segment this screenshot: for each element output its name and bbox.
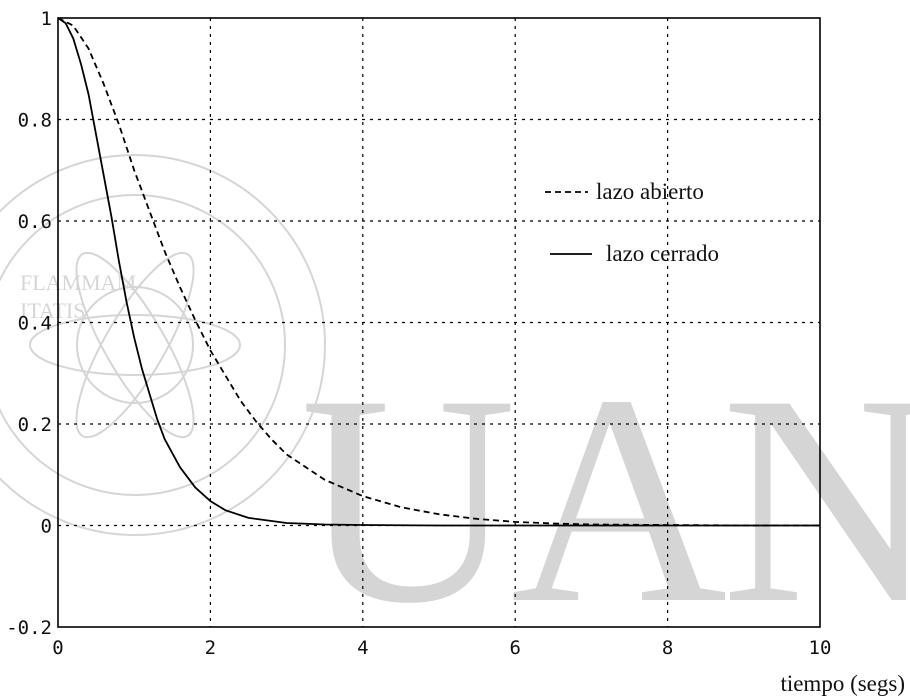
x-tick-label-8: 8 [662,637,673,659]
series-line-lazo-abierto [57,17,820,527]
x-tick-label-0: 0 [52,637,63,659]
x-axis-label: tiempo (segs) [780,671,905,696]
x-tick-label-4: 4 [357,637,368,659]
seal-text-line-2: ITATIS [20,298,85,323]
watermark: FLAMMAM ITATIS UANL [0,154,910,665]
y-tick-label-1: 1 [41,8,52,30]
x-tick-label-6: 6 [509,637,520,659]
y-tick-label-0.4: 0.4 [18,313,52,335]
uanl-watermark-text: UANL [300,333,910,665]
y-tick-label-0.8: 0.8 [18,110,52,132]
y-tick-label-0: 0 [41,516,52,538]
y-tick-label-0.2: 0.2 [18,414,52,436]
series-layer [57,17,820,527]
legend-label-lazo-cerrado: lazo cerrado [606,241,719,266]
x-tick-label-10: 10 [809,637,832,659]
legend-label-lazo-abierto: lazo abierto [596,179,704,204]
legend: lazo abierto lazo cerrado [545,179,719,266]
seal-text-line-1: FLAMMAM [20,270,136,295]
series-line-lazo-cerrado [57,17,820,527]
x-tick-label-2: 2 [205,637,216,659]
y-tick-label-0.6: 0.6 [18,211,52,233]
y-tick-label--0.2: -0.2 [6,617,52,639]
university-seal-watermark: FLAMMAM ITATIS [0,154,326,536]
